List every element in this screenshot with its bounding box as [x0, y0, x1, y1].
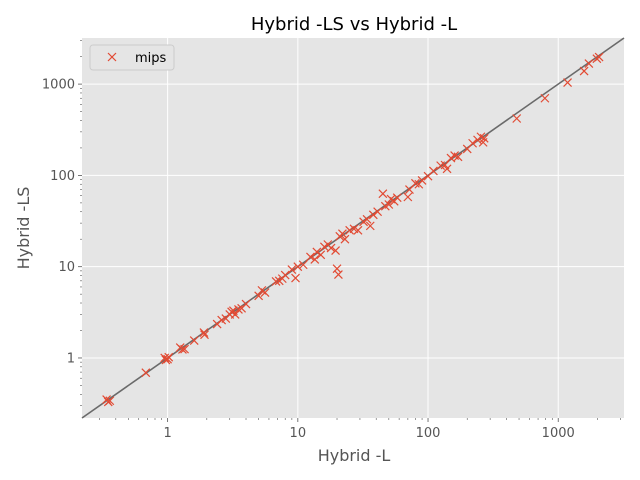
data-point [280, 270, 290, 280]
y-tick-label: 1 [67, 351, 75, 366]
grid [82, 38, 624, 418]
data-point [479, 133, 489, 143]
data-point [512, 114, 522, 123]
data-point [332, 264, 342, 274]
y-tick-label: 1000 [42, 78, 75, 93]
y-tick-label: 10 [58, 260, 75, 275]
data-point [310, 255, 320, 264]
data-point [312, 247, 322, 257]
x-tick-label: 1 [163, 426, 171, 441]
legend-label-mips: mips [135, 51, 167, 66]
data-point [365, 221, 375, 231]
data-point [271, 276, 281, 286]
data-point [428, 166, 438, 176]
data-point [234, 305, 243, 314]
data-points [102, 52, 604, 407]
data-point [337, 229, 347, 239]
x-axis-label: Hybrid -L [318, 446, 391, 465]
data-point [373, 207, 383, 217]
x-tick-label: 1000 [542, 426, 575, 441]
data-point [594, 52, 604, 62]
data-point [384, 200, 394, 209]
y-tick-label: 100 [50, 169, 75, 184]
data-point [442, 164, 452, 174]
data-point [200, 330, 209, 340]
data-point [453, 152, 463, 162]
data-point [340, 234, 350, 244]
data-point [254, 291, 264, 301]
data-point [316, 250, 326, 260]
data-point [293, 262, 303, 272]
data-point [306, 252, 315, 262]
data-point [417, 176, 427, 185]
data-point [189, 336, 199, 346]
data-point [180, 344, 190, 354]
data-point [540, 93, 550, 103]
data-point [260, 288, 270, 298]
legend-marker-mips [107, 52, 117, 62]
data-point [141, 368, 151, 378]
data-point [298, 260, 308, 270]
data-point [410, 178, 420, 188]
data-point [105, 396, 115, 406]
data-point [468, 138, 478, 148]
data-point [287, 265, 297, 274]
data-point [163, 354, 173, 364]
data-point [331, 246, 341, 256]
data-point [579, 66, 589, 76]
data-point [392, 193, 402, 203]
data-point [362, 214, 372, 224]
data-point [584, 59, 594, 68]
data-point [403, 192, 413, 202]
data-point [378, 189, 388, 199]
data-point [326, 243, 336, 253]
data-point [161, 355, 171, 365]
y-axis-label: Hybrid -LS [14, 187, 33, 270]
chart-title: Hybrid -LS vs Hybrid -L [251, 14, 457, 35]
data-point [563, 78, 573, 87]
data-point [353, 225, 363, 235]
data-point [199, 328, 209, 337]
legend: mips [89, 44, 175, 71]
data-point [241, 299, 251, 309]
data-point [333, 270, 343, 279]
data-point [368, 210, 378, 220]
data-point [291, 273, 300, 283]
legend-box [89, 44, 175, 71]
x-tick-label: 10 [290, 426, 307, 441]
data-point [178, 345, 187, 354]
legend-marker-x [107, 52, 117, 62]
x-tick-label: 100 [416, 426, 441, 441]
